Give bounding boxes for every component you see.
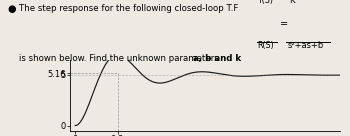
Text: a, b and k: a, b and k — [193, 54, 241, 63]
Text: R(S): R(S) — [257, 41, 274, 50]
Text: =: = — [280, 19, 288, 30]
Text: K: K — [289, 0, 294, 5]
Text: The step response for the following closed-loop T.F: The step response for the following clos… — [19, 4, 239, 13]
Text: ●: ● — [8, 4, 16, 14]
Text: Y(S): Y(S) — [257, 0, 273, 5]
Text: is shown below. Find the unknown parameters: is shown below. Find the unknown paramet… — [19, 54, 222, 63]
Text: s²+as+b: s²+as+b — [287, 41, 324, 50]
